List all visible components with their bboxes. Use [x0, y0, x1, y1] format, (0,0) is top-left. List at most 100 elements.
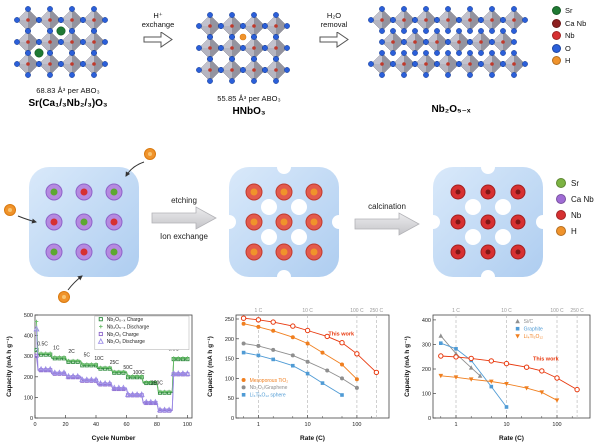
- svg-text:100: 100: [422, 392, 431, 398]
- legend-label: Sr: [571, 178, 579, 188]
- schematic-precursor-square: [29, 167, 139, 277]
- svg-text:5C: 5C: [84, 353, 91, 359]
- legend-item-h: H: [552, 56, 586, 65]
- svg-text:100: 100: [225, 376, 234, 382]
- svg-text:300: 300: [24, 354, 33, 360]
- legend-label: Nb: [571, 210, 582, 220]
- svg-text:Cycle Number: Cycle Number: [92, 435, 136, 442]
- legend-label: Nb: [565, 31, 575, 40]
- legend-item-nb: Nb: [552, 31, 586, 40]
- svg-text:10C: 10C: [94, 356, 104, 362]
- svg-text:250C: 250C: [151, 380, 163, 386]
- svg-text:50: 50: [228, 396, 234, 402]
- reaction-2-text-2: removal: [320, 19, 348, 29]
- svg-text:25C: 25C: [110, 360, 120, 366]
- hollow-arrow-icon: [319, 31, 349, 48]
- svg-text:1: 1: [257, 422, 260, 428]
- crystal-structure-perovskite: [13, 5, 109, 79]
- crystal-structure-hnbo3: [195, 11, 291, 85]
- final-atoms: [450, 184, 526, 260]
- svg-text:400: 400: [422, 318, 431, 324]
- h-plus-ion: [4, 204, 16, 216]
- h-legend-icon: [556, 226, 566, 236]
- ion-arrow: [67, 275, 83, 291]
- svg-text:100: 100: [183, 422, 192, 428]
- reaction-2-text-1: H₂O: [326, 11, 342, 20]
- svg-text:1: 1: [454, 422, 457, 428]
- svg-text:Nb₂O₅₋ₓ Discharge: Nb₂O₅₋ₓ Discharge: [107, 324, 150, 330]
- etched-atoms: [245, 183, 323, 261]
- svg-text:Graphite: Graphite: [524, 326, 543, 332]
- precursor-atoms: [45, 183, 123, 261]
- reaction-1-text-1: H⁺: [153, 11, 163, 20]
- etching-step: etching Ion exchange: [146, 196, 222, 242]
- formula-perovskite: Sr(Ca₁/₃Nb₂/₃)O₃: [28, 98, 108, 109]
- sr-atom: [34, 48, 44, 58]
- svg-text:10: 10: [503, 422, 509, 428]
- legend-item-nb: Nb: [556, 210, 594, 220]
- svg-text:200: 200: [422, 367, 431, 373]
- legend-label: Ca Nb: [571, 194, 594, 204]
- legend-item-h: H: [556, 226, 594, 236]
- o-legend-icon: [552, 43, 561, 53]
- svg-text:20: 20: [62, 422, 68, 428]
- legend-item-canb: Ca Nb: [556, 194, 594, 204]
- legend-item-sr: Sr: [556, 178, 594, 188]
- schematic-etched-square: [228, 166, 340, 278]
- svg-text:Li₄Ti₅O₁₂ sphere: Li₄Ti₅O₁₂ sphere: [250, 393, 286, 399]
- unit-cell-volume-1: 68.83 Å³ per ABO₃: [36, 86, 100, 95]
- calcination-step: calcination: [346, 202, 428, 238]
- legend-item-sr: Sr: [552, 6, 586, 15]
- svg-text:1 C: 1 C: [255, 308, 263, 314]
- h-plus-ion: [58, 291, 70, 303]
- svg-text:1C: 1C: [53, 346, 60, 352]
- etching-label: etching: [171, 196, 197, 205]
- svg-text:500: 500: [24, 313, 33, 319]
- svg-text:200: 200: [24, 375, 33, 381]
- ion-arrow: [125, 161, 145, 177]
- svg-text:0: 0: [33, 422, 36, 428]
- unit-cell-volume-2: 55.85 Å³ per ABO₃: [217, 94, 281, 103]
- svg-text:250 C: 250 C: [570, 308, 584, 314]
- svg-text:10 C: 10 C: [501, 308, 512, 314]
- svg-text:150: 150: [225, 357, 234, 363]
- reaction-step-1: H⁺ exchange: [130, 11, 186, 51]
- legend-label: H: [565, 56, 571, 65]
- reaction-step-2: H₂O removal: [306, 11, 362, 51]
- svg-text:100 C: 100 C: [350, 308, 364, 314]
- legend-label: O: [565, 43, 571, 53]
- h-legend-icon: [552, 56, 561, 65]
- canb-legend-icon: [556, 194, 566, 204]
- nb-legend-icon: [556, 210, 566, 220]
- svg-text:Rate (C): Rate (C): [300, 435, 325, 442]
- ion-arrow: [17, 215, 37, 224]
- formula-nb2o5x: Nb₂O₅₋ₓ: [431, 104, 471, 115]
- block-arrow-icon: [354, 212, 420, 235]
- rate-capability-chart-comparison-2: 1 C 10 C 100 C 250 C 1 10 100 0 100 200 300 400 This…: [404, 308, 591, 442]
- h-plus-ion: [144, 148, 156, 160]
- reaction-1-text-2: exchange: [141, 19, 175, 29]
- svg-text:100 C: 100 C: [550, 308, 564, 314]
- nb-legend-icon: [552, 31, 561, 40]
- schematic-legend: Sr Ca Nb Nb H: [556, 178, 594, 242]
- legend-item-canb: Ca Nb: [552, 18, 586, 28]
- sr-legend-icon: [556, 178, 566, 188]
- svg-text:0: 0: [30, 416, 33, 422]
- svg-text:10 C: 10 C: [302, 308, 313, 314]
- svg-text:Nb₂O₅ Discharge: Nb₂O₅ Discharge: [107, 339, 145, 345]
- atom-legend: Sr Ca Nb Nb O H: [552, 6, 586, 69]
- svg-text:60: 60: [123, 422, 129, 428]
- svg-text:Si/C: Si/C: [524, 319, 534, 325]
- svg-text:Mesoporous TiO₂: Mesoporous TiO₂: [250, 378, 289, 384]
- formula-hnbo3: HNbO₃: [232, 106, 266, 117]
- svg-text:1 C: 1 C: [452, 308, 460, 314]
- svg-text:400: 400: [24, 334, 33, 340]
- rate-capability-chart-comparison-1: 1 C 10 C 100 C 250 C 1 10 100 0 50 100 150 200 250 Th…: [207, 308, 390, 442]
- hollow-arrow-icon: [143, 31, 173, 48]
- svg-text:40: 40: [93, 422, 99, 428]
- h-ion-overlay: [4, 148, 156, 303]
- svg-text:0: 0: [231, 416, 234, 422]
- legend-label: Sr: [565, 6, 573, 15]
- svg-text:0.5C: 0.5C: [37, 342, 48, 348]
